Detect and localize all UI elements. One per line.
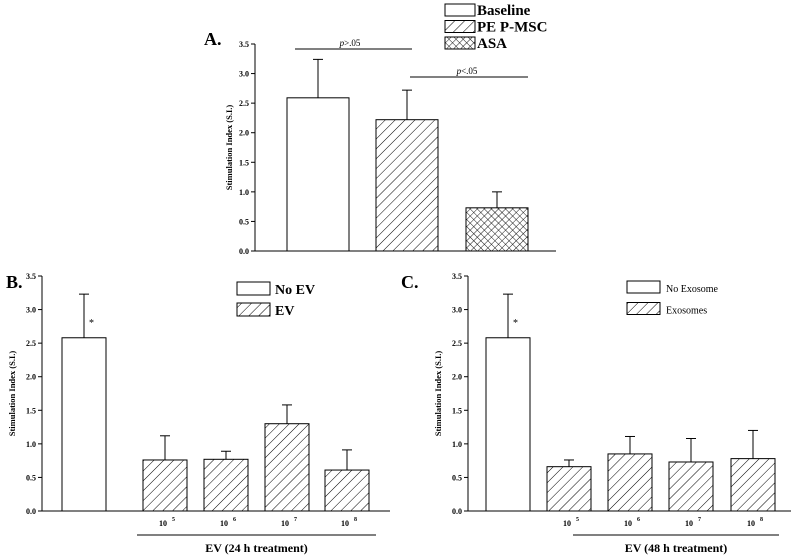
x-tick-label: 10 [281,519,289,528]
chart-panel-1: A. 0.0 0.5 1.0 1.5 2.0 2.5 3.0 3.5 Stimulation In… [204,3,556,256]
y-tick-label: 3.0 [452,306,462,315]
x-tick-label: 10 [685,519,693,528]
y-tick-label: 3.5 [452,272,462,281]
y-tick-label: 1.5 [452,406,462,415]
significance-star: * [513,318,518,329]
bar-5 [324,469,370,512]
legend-swatch-1 [236,281,271,296]
y-tick-label: 3.0 [26,306,36,315]
panel-letter: A. [204,29,222,49]
y-tick-label: 0.5 [26,473,36,482]
chart-panel-2: B. 0.0 0.5 1.0 1.5 2.0 2.5 3.0 3.5 Stimulation In… [6,272,390,555]
legend-swatch-2 [236,302,271,317]
x-tick-label: 10 [563,519,571,528]
legend-label-2: PE P-MSC [477,20,547,36]
y-tick-label: 3.5 [239,40,249,49]
x-tick-exponent: 5 [576,517,579,523]
panel-letter: C. [401,272,419,292]
bar-3 [203,458,249,512]
x-tick-exponent: 8 [354,517,357,523]
p-threshold: <.05 [461,66,478,76]
significance-label-1: p>.05 [339,38,361,48]
legend-swatch-1 [626,280,661,294]
y-tick-label: 1.0 [239,188,249,197]
y-axis-label: Stimulation Index (S.I.) [7,351,17,437]
significance-label-2: p<.05 [456,66,478,76]
bar-1 [61,337,107,512]
chart-panel-3: C. 0.0 0.5 1.0 1.5 2.0 2.5 3.0 3.5 Stimulation In… [401,272,791,555]
x-tick-label: 10 [624,519,632,528]
legend-swatch-2 [626,302,661,315]
bar-2 [142,459,188,512]
y-tick-label: 3.5 [26,272,36,281]
bar-1 [485,337,531,512]
x-tick-label: 10 [220,519,228,528]
y-tick-label: 0.5 [239,217,249,226]
x-tick-exponent: 5 [172,517,175,523]
x-tick-exponent: 6 [233,517,236,523]
p-symbol: p [339,38,345,48]
legend-swatch-1 [444,3,476,17]
bar-2 [375,119,439,252]
y-tick-label: 1.5 [239,158,249,167]
y-tick-label: 0.0 [239,247,249,256]
legend-swatch-3 [444,36,476,50]
x-tick-exponent: 6 [637,517,640,523]
y-axis-label: Stimulation Index (S.I.) [433,351,443,437]
y-tick-label: 2.5 [239,99,249,108]
x-tick-label: 10 [747,519,755,528]
x-axis-label: EV (24 h treatment) [205,541,308,555]
y-tick-label: 2.0 [452,373,462,382]
y-tick-label: 2.5 [26,339,36,348]
y-tick-label: 2.0 [26,373,36,382]
x-axis-label: EV (48 h treatment) [625,541,728,555]
y-tick-label: 0.0 [26,507,36,516]
legend-label-2: EV [275,304,294,319]
legend-label-2: Exosomes [666,306,707,317]
y-tick-label: 1.5 [26,406,36,415]
bar-4 [668,461,714,512]
bar-4 [264,423,310,512]
bar-3 [607,453,653,512]
bar-3 [465,207,529,252]
y-tick-label: 1.0 [26,440,36,449]
figure-root: A. 0.0 0.5 1.0 1.5 2.0 2.5 3.0 3.5 Stimulation In… [6,3,791,555]
p-threshold: >.05 [344,38,361,48]
panel-letter: B. [6,272,23,292]
bar-2 [546,466,592,512]
x-tick-exponent: 8 [760,517,763,523]
y-tick-label: 3.0 [239,70,249,79]
y-tick-label: 2.0 [239,129,249,138]
significance-star: * [89,318,94,329]
legend-label-3: ASA [477,36,507,52]
x-tick-exponent: 7 [294,517,297,523]
x-tick-label: 10 [341,519,349,528]
y-tick-label: 2.5 [452,339,462,348]
legend-label-1: No EV [275,283,315,298]
legend-label-1: Baseline [477,3,531,19]
p-symbol: p [456,66,462,76]
y-axis-label: Stimulation Index (S.I.) [224,105,234,191]
x-tick-label: 10 [159,519,167,528]
bar-1 [286,97,350,252]
legend-label-1: No Exosome [666,284,719,295]
legend-swatch-2 [444,20,476,33]
y-tick-label: 1.0 [452,440,462,449]
x-tick-exponent: 7 [698,517,701,523]
bar-5 [730,458,776,512]
y-tick-label: 0.5 [452,473,462,482]
y-tick-label: 0.0 [452,507,462,516]
